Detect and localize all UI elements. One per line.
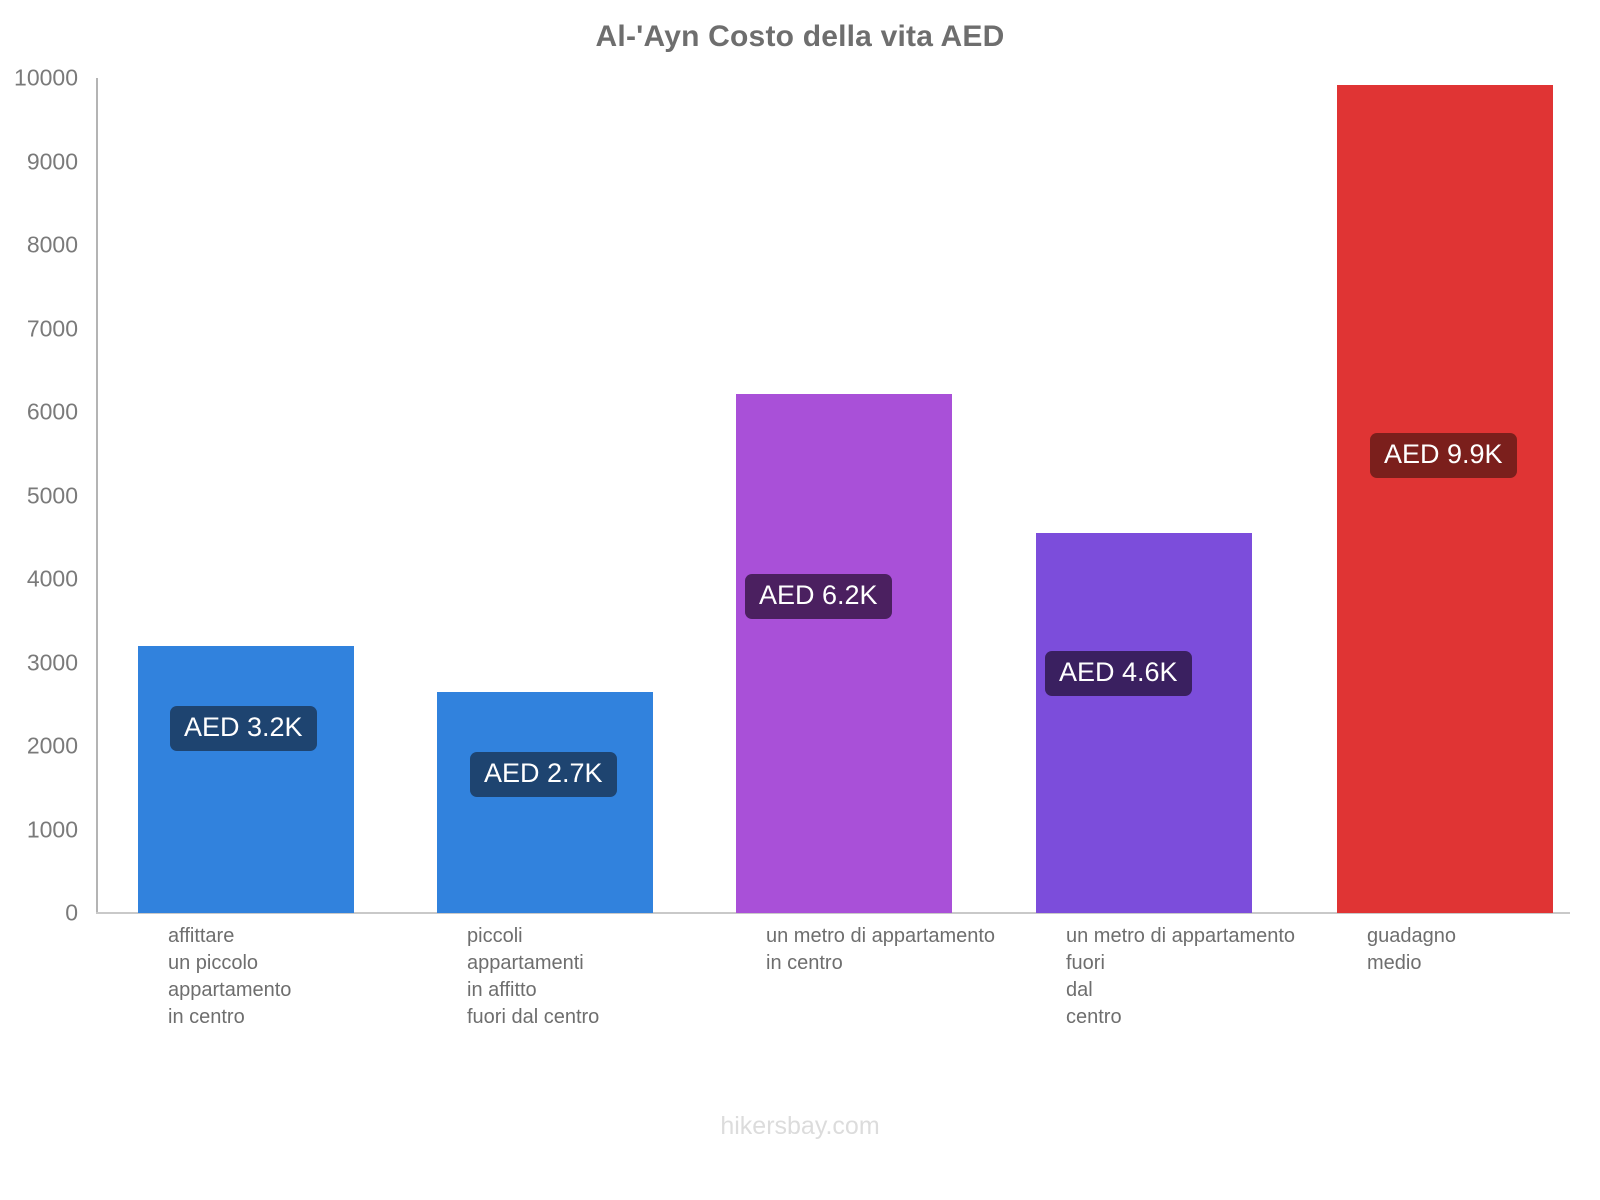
bar[interactable] bbox=[736, 394, 952, 913]
x-axis-category-label: piccoli appartamenti in affitto fuori da… bbox=[467, 925, 600, 1028]
y-axis-tick-label: 1000 bbox=[26, 816, 78, 842]
y-axis-tick-label: 2000 bbox=[26, 732, 78, 759]
bar-value-label: AED 9.9K bbox=[1370, 432, 1517, 478]
bar[interactable] bbox=[1036, 533, 1252, 913]
watermark-label: hikersbay.com bbox=[720, 1112, 880, 1140]
x-axis-category-label: affittare un piccolo appartamento in cen… bbox=[168, 925, 292, 1028]
y-axis-tick-label: 6000 bbox=[26, 398, 78, 425]
y-axis-tick-label: 9000 bbox=[26, 148, 78, 174]
x-axis-category-label: un metro di appartamento fuori dal centr… bbox=[1066, 925, 1296, 1028]
y-axis-tick-label: 10000 bbox=[14, 64, 78, 91]
bar[interactable] bbox=[437, 691, 653, 913]
bar-value-label: AED 4.6K bbox=[1045, 651, 1192, 697]
y-axis-tick-label: 3000 bbox=[26, 649, 78, 675]
y-axis-tick-label: 0 bbox=[65, 899, 78, 926]
bar-value-label: AED 3.2K bbox=[170, 705, 317, 751]
y-axis-tick-label: 7000 bbox=[26, 315, 78, 341]
y-axis-line bbox=[96, 78, 98, 914]
chart-title: Al-'Ayn Costo della vita AED bbox=[595, 20, 1005, 53]
y-axis-tick-label: 5000 bbox=[26, 482, 78, 508]
y-axis-tick-label: 8000 bbox=[26, 231, 78, 258]
x-axis-category-label: un metro di appartamento in centro bbox=[766, 925, 996, 974]
x-axis-category-label: guadagno medio bbox=[1367, 925, 1456, 974]
y-axis-tick-label: 4000 bbox=[26, 565, 78, 592]
bar[interactable] bbox=[1337, 84, 1553, 913]
bar[interactable] bbox=[138, 645, 354, 913]
bar-value-label: AED 6.2K bbox=[745, 574, 892, 620]
bar-value-label: AED 2.7K bbox=[470, 751, 617, 797]
x-axis-line bbox=[96, 912, 1570, 914]
